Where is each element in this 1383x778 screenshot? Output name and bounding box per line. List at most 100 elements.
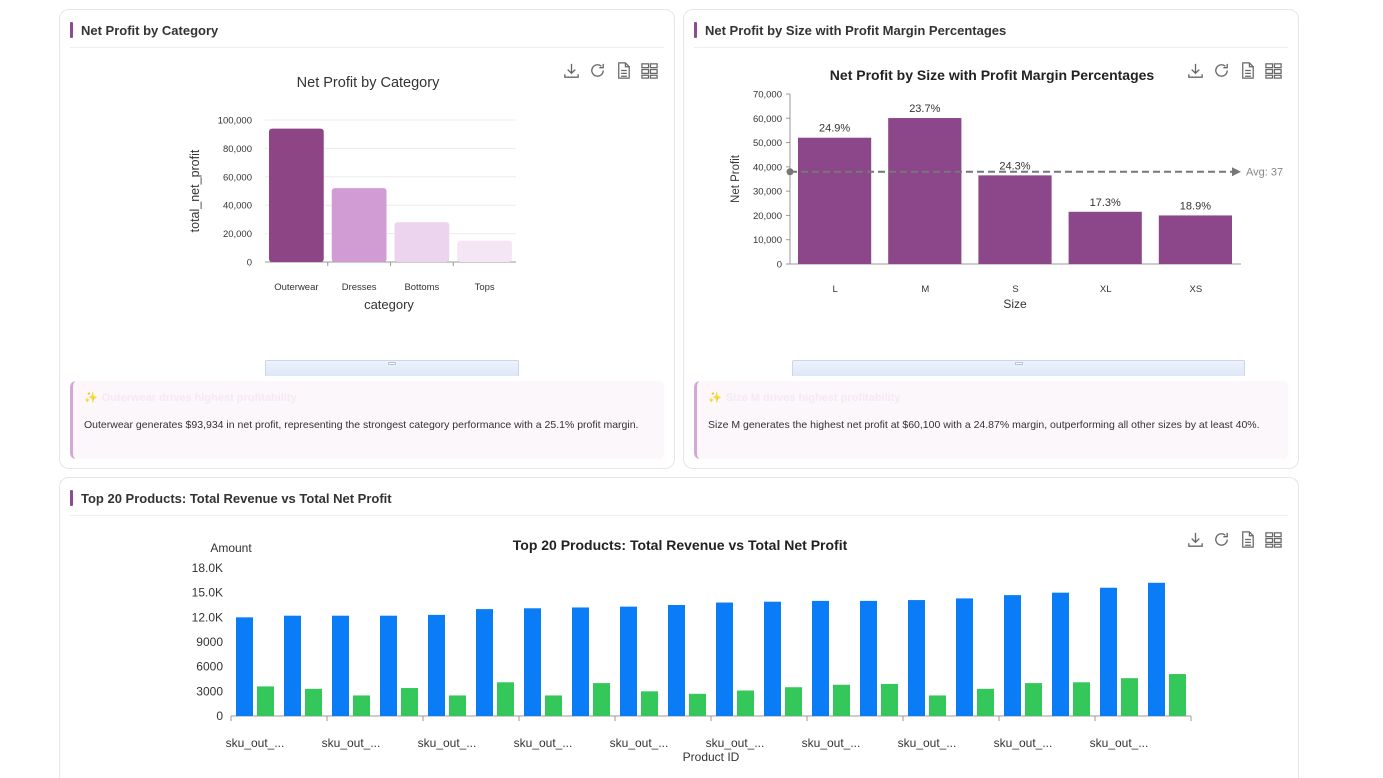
- net-profit-bar: [305, 688, 322, 716]
- document-icon[interactable]: [1238, 61, 1257, 80]
- x-tick-label: Tops: [475, 282, 495, 293]
- insight-title: Outerwear drives highest profitability: [101, 392, 297, 404]
- net-profit-bar: [257, 686, 274, 716]
- average-line-start: [786, 168, 794, 176]
- x-tick-label: L: [832, 284, 837, 295]
- grid-icon[interactable]: [1264, 61, 1283, 80]
- refresh-icon[interactable]: [1212, 530, 1231, 549]
- card-header: Net Profit by Size with Profit Margin Pe…: [694, 20, 1288, 48]
- size-bar-chart: Net Profit by Size with Profit Margin Pe…: [730, 67, 1283, 311]
- y-tick-label: 20,000: [753, 211, 782, 222]
- zoom-slider[interactable]: [265, 360, 519, 376]
- x-tick-label: S: [1012, 284, 1018, 295]
- grid-icon[interactable]: [640, 61, 659, 80]
- revenue-bar: [668, 605, 685, 716]
- document-icon[interactable]: [1238, 530, 1257, 549]
- average-line-arrow: [1232, 167, 1241, 177]
- x-tick-label: sku_out_...: [1090, 736, 1149, 750]
- card-header: Net Profit by Category: [70, 20, 664, 48]
- net-profit-bar: [593, 683, 610, 716]
- y-tick-label: 12.0K: [192, 610, 223, 624]
- zoom-handle[interactable]: [1014, 362, 1023, 365]
- download-icon[interactable]: [562, 61, 581, 80]
- net-profit-bar: [1025, 683, 1042, 716]
- revenue-bar: [1004, 595, 1021, 716]
- bar-dresses: [331, 188, 387, 262]
- chart-toolbar: [562, 61, 659, 80]
- x-tick-label: Bottoms: [404, 282, 439, 293]
- revenue-bar: [1052, 592, 1069, 716]
- y-tick-label: 18.0K: [192, 561, 223, 575]
- download-icon[interactable]: [1186, 530, 1205, 549]
- chart-toolbar: [1186, 530, 1283, 549]
- average-label: Avg: 37: [1246, 167, 1283, 179]
- margin-label: 24.3%: [999, 160, 1030, 172]
- revenue-bar: [236, 617, 253, 716]
- header-accent: [70, 490, 73, 506]
- insight-box: ✨ Size M drives highest profitability Siz…: [694, 381, 1288, 459]
- y-tick-label: 20,000: [223, 229, 252, 240]
- header-accent: [70, 22, 73, 38]
- bar-size-xs: [1158, 215, 1232, 264]
- card-top-20-products: Top 20 Products: Total Revenue vs Total …: [59, 477, 1299, 778]
- revenue-bar: [620, 606, 637, 716]
- x-tick-label: sku_out_...: [514, 736, 573, 750]
- grid-icon[interactable]: [1264, 530, 1283, 549]
- net-profit-bar: [929, 695, 946, 716]
- net-profit-bar: [833, 684, 850, 716]
- x-tick-label: sku_out_...: [322, 736, 381, 750]
- revenue-bar: [956, 598, 973, 716]
- revenue-bar: [572, 607, 589, 716]
- revenue-bar: [716, 602, 733, 716]
- card-header: Top 20 Products: Total Revenue vs Total …: [70, 488, 1288, 516]
- y-tick-label: 3000: [196, 684, 223, 698]
- header-accent: [694, 22, 697, 38]
- net-profit-bar: [497, 682, 514, 716]
- refresh-icon[interactable]: [588, 61, 607, 80]
- bar-outerwear: [269, 128, 324, 262]
- net-profit-bar: [1073, 682, 1090, 716]
- x-axis-label: Product ID: [683, 750, 740, 764]
- x-tick-label: XL: [1100, 284, 1112, 295]
- net-profit-bar: [977, 688, 994, 716]
- x-tick-label: sku_out_...: [226, 736, 285, 750]
- chart-title: Net Profit by Size with Profit Margin Pe…: [830, 67, 1155, 83]
- y-tick-label: 0: [247, 258, 252, 269]
- bar-tops: [457, 240, 512, 262]
- document-icon[interactable]: [614, 61, 633, 80]
- card-net-profit-by-category: Net Profit by Category Net Profit by Cat…: [59, 9, 675, 469]
- y-tick-label: 10,000: [753, 235, 782, 246]
- zoom-handle[interactable]: [388, 362, 396, 365]
- y-tick-label: 30,000: [753, 187, 782, 198]
- x-tick-label: sku_out_...: [898, 736, 957, 750]
- net-profit-bar: [1169, 674, 1186, 716]
- y-tick-label: 50,000: [753, 138, 782, 149]
- zoom-slider[interactable]: [792, 360, 1245, 376]
- revenue-bar: [524, 608, 541, 716]
- net-profit-bar: [401, 688, 418, 716]
- net-profit-bar: [545, 695, 562, 716]
- revenue-bar: [332, 615, 349, 716]
- insight-text: Size M generates the highest net profit …: [708, 419, 1260, 431]
- y-axis-label: Amount: [210, 541, 252, 555]
- insight-text: Outerwear generates $93,934 in net profi…: [84, 419, 639, 431]
- net-profit-bar: [353, 695, 370, 716]
- card-title: Top 20 Products: Total Revenue vs Total …: [81, 491, 392, 506]
- net-profit-bar: [737, 690, 754, 716]
- x-tick-label: sku_out_...: [610, 736, 669, 750]
- revenue-bar: [1148, 582, 1165, 716]
- card-title: Net Profit by Size with Profit Margin Pe…: [705, 23, 1007, 38]
- insight-title: Size M drives highest profitability: [725, 392, 901, 404]
- x-tick-label: sku_out_...: [802, 736, 861, 750]
- y-tick-label: 40,000: [223, 201, 252, 212]
- net-profit-bar: [449, 695, 466, 716]
- x-tick-label: sku_out_...: [418, 736, 477, 750]
- sparkle-icon: ✨: [708, 392, 722, 404]
- x-tick-label: M: [921, 284, 929, 295]
- refresh-icon[interactable]: [1212, 61, 1231, 80]
- net-profit-bar: [1121, 678, 1138, 716]
- net-profit-bar: [689, 693, 706, 716]
- y-axis-label: total_net_profit: [188, 149, 202, 232]
- y-tick-label: 40,000: [753, 162, 782, 173]
- download-icon[interactable]: [1186, 61, 1205, 80]
